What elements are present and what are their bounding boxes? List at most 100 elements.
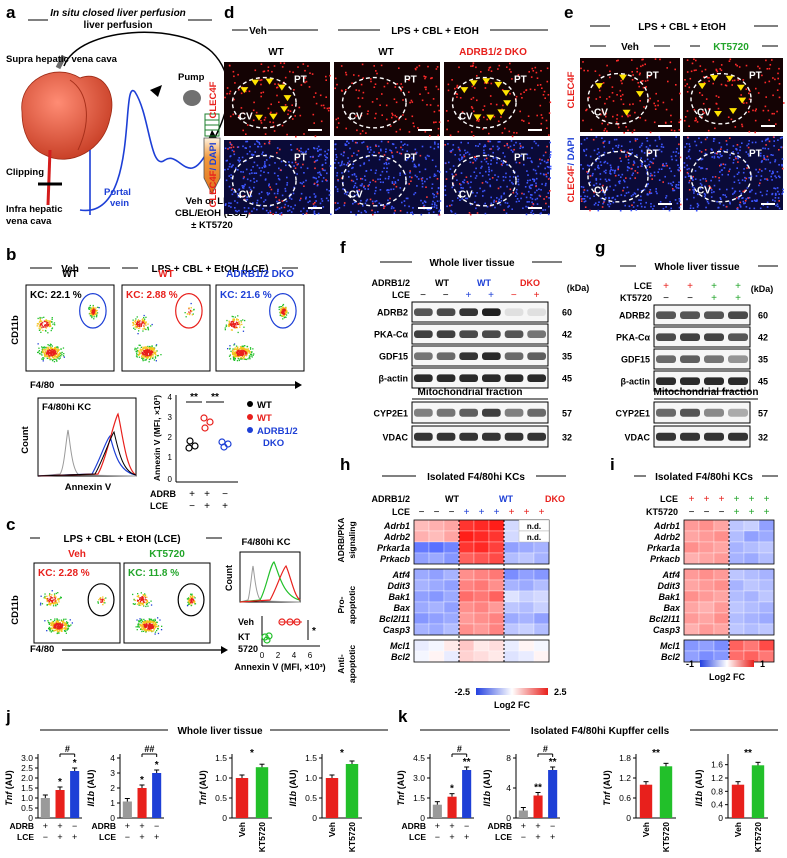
flow-event	[239, 353, 241, 355]
cell-dot	[397, 179, 399, 181]
cell-dot	[474, 87, 476, 89]
flow-event	[242, 319, 244, 321]
heatmap-cell	[743, 639, 760, 652]
cell-dot	[703, 76, 705, 78]
cell-dot	[243, 207, 246, 209]
cell-dot	[379, 174, 382, 176]
cell-dot	[254, 143, 256, 145]
cell-dot	[258, 167, 261, 169]
cell-dot	[351, 167, 353, 170]
flow-event	[100, 599, 102, 601]
heatmap-gene-label: Atf4	[662, 570, 681, 580]
cell-dot	[514, 195, 517, 197]
cell-dot	[617, 144, 620, 147]
heatmap-cell	[713, 579, 730, 592]
cell-dot	[340, 65, 343, 67]
flow-event	[240, 321, 242, 323]
cell-dot	[450, 209, 452, 212]
flow-event	[192, 600, 194, 602]
cell-dot	[483, 145, 485, 148]
cell-dot	[283, 62, 286, 65]
flow-event	[93, 310, 95, 312]
cell-dot	[640, 199, 642, 201]
c-tick-6: 6	[308, 651, 313, 660]
arrowhead-icon	[240, 87, 249, 94]
cell-dot	[777, 190, 779, 193]
cell-dot	[383, 167, 385, 169]
arrowhead-icon	[460, 87, 469, 94]
cell-dot	[582, 186, 585, 189]
cell-dot	[496, 162, 498, 164]
cell-dot	[631, 71, 633, 73]
cell-dot	[424, 156, 427, 159]
cell-dot	[608, 140, 611, 143]
flow-event	[48, 323, 50, 326]
cell-dot	[459, 97, 462, 99]
cell-dot	[706, 136, 708, 139]
h-lce-value: −	[449, 507, 455, 518]
cell-dot	[256, 180, 258, 182]
flow-event	[39, 317, 41, 319]
flow-event	[148, 618, 150, 620]
flow-event	[146, 620, 148, 622]
cell-dot	[755, 87, 757, 90]
cell-dot	[648, 191, 651, 193]
flow-event	[236, 319, 238, 321]
cell-dot	[702, 177, 704, 180]
cell-dot	[346, 140, 349, 143]
cell-dot	[717, 206, 719, 209]
cell-dot	[738, 66, 741, 68]
cell-dot	[724, 84, 727, 86]
cell-dot	[429, 176, 431, 179]
flow-event	[38, 321, 41, 323]
cell-dot	[264, 163, 266, 165]
cell-dot	[314, 195, 317, 197]
flow-event	[241, 323, 243, 326]
flow-event	[190, 601, 192, 603]
flow-event	[47, 600, 49, 602]
flow-event	[143, 618, 145, 621]
cell-dot	[334, 77, 337, 80]
heatmap-cell	[458, 612, 475, 625]
flow-event	[49, 602, 51, 604]
flow-event	[138, 350, 140, 352]
cell-dot	[710, 179, 712, 182]
cell-dot	[780, 146, 782, 148]
blot-band	[728, 408, 748, 417]
cell-dot	[769, 64, 772, 66]
flow-event	[41, 354, 43, 356]
cell-dot	[521, 97, 523, 99]
heatmap-cell	[683, 590, 700, 603]
e-row1-label: CLEC4F	[566, 71, 577, 108]
cell-dot	[345, 193, 348, 196]
cell-dot	[640, 162, 643, 165]
cell-dot	[583, 69, 585, 72]
flow-event	[40, 602, 42, 604]
cell-dot	[773, 140, 775, 142]
flow-event	[152, 621, 154, 623]
flow-event	[144, 347, 146, 349]
cell-dot	[259, 174, 262, 177]
heatmap-cell	[698, 552, 715, 565]
cell-dot	[412, 213, 414, 216]
flow-event	[41, 320, 43, 322]
flow-event	[60, 355, 62, 357]
cell-dot	[530, 194, 532, 196]
cell-dot	[266, 192, 269, 194]
cell-dot	[399, 210, 402, 212]
cell-dot	[252, 119, 255, 122]
cell-dot	[694, 119, 696, 122]
cell-dot	[474, 201, 476, 203]
cell-dot	[302, 163, 304, 166]
flow-event	[278, 308, 280, 311]
cell-dot	[752, 109, 754, 112]
flow-event	[49, 593, 51, 595]
cell-dot	[387, 191, 390, 194]
cell-dot	[605, 169, 607, 172]
blot-label: β-actin	[379, 374, 409, 384]
heatmap-gene-label: Bcl2l11	[649, 614, 680, 624]
cell-dot	[638, 85, 640, 88]
heatmap-cell	[503, 650, 520, 663]
cell-dot	[621, 173, 624, 176]
heatmap-cell	[443, 568, 460, 581]
